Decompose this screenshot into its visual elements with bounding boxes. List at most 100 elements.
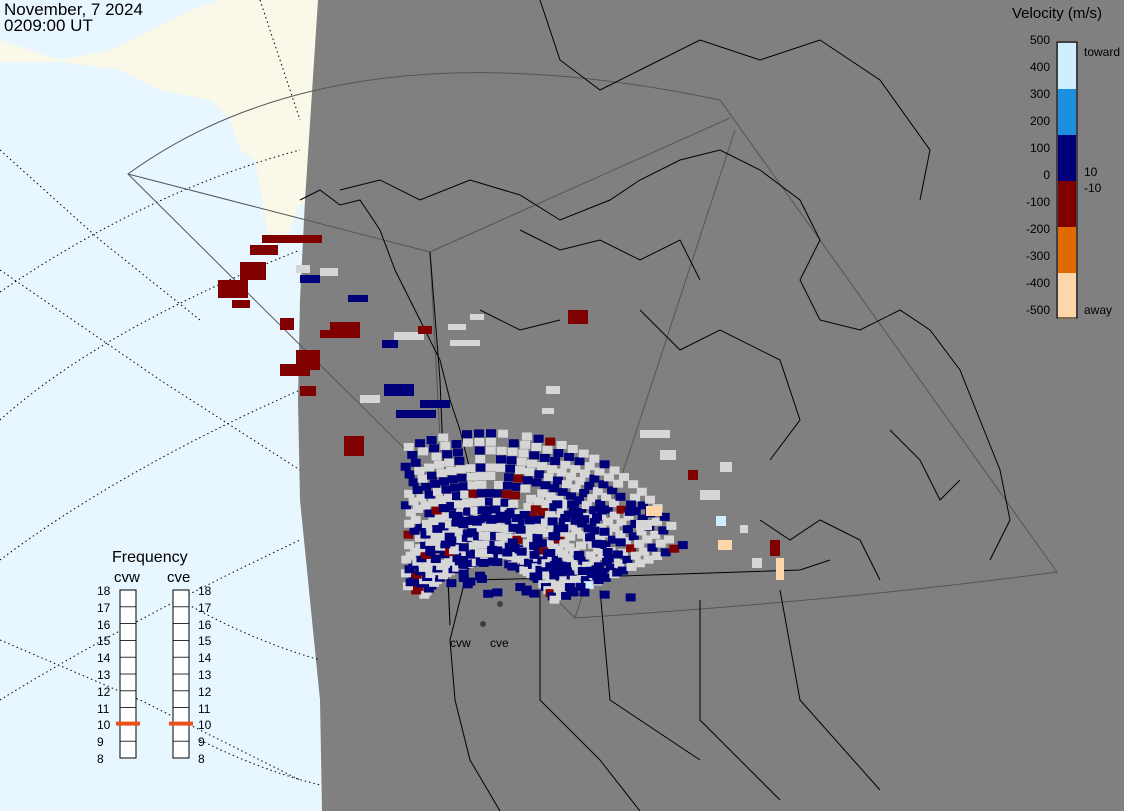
velocity-cell bbox=[485, 446, 496, 455]
velocity-cell bbox=[485, 437, 496, 446]
velocity-cell bbox=[438, 477, 449, 486]
velocity-cell bbox=[479, 540, 490, 549]
velocity-cell bbox=[637, 501, 648, 510]
velocity-cell bbox=[424, 509, 435, 518]
velocity-cell bbox=[577, 519, 588, 528]
velocity-cell bbox=[556, 506, 567, 515]
velocity-cell bbox=[494, 480, 505, 489]
frequency-tick-label: 14 bbox=[198, 651, 212, 666]
velocity-cell bbox=[543, 539, 554, 548]
velocity-cell bbox=[492, 546, 503, 555]
velocity-cell bbox=[431, 506, 442, 515]
velocity-cell bbox=[589, 454, 600, 463]
velocity-cell bbox=[415, 523, 426, 532]
velocity-tick-label: 100 bbox=[1029, 141, 1050, 155]
velocity-cell bbox=[603, 517, 614, 526]
velocity-cell bbox=[414, 466, 425, 475]
velocity-cell bbox=[526, 494, 537, 503]
velocity-cell bbox=[499, 541, 510, 550]
velocity-cell bbox=[532, 533, 543, 542]
velocity-cell bbox=[540, 518, 551, 527]
velocity-cell bbox=[403, 530, 414, 539]
velocity-cell bbox=[446, 466, 457, 475]
velocity-cell bbox=[530, 523, 541, 532]
velocity-cell bbox=[612, 568, 623, 577]
velocity-cell bbox=[520, 484, 531, 493]
velocity-cell bbox=[534, 470, 545, 479]
velocity-cell bbox=[474, 446, 485, 455]
radar-site-marker bbox=[497, 601, 503, 607]
velocity-cell bbox=[562, 553, 573, 562]
velocity-cell bbox=[567, 500, 578, 509]
velocity-cell bbox=[477, 506, 488, 515]
velocity-cell bbox=[418, 447, 429, 456]
velocity-cell bbox=[561, 567, 572, 576]
velocity-cell bbox=[530, 505, 541, 514]
velocity-cell bbox=[529, 451, 540, 460]
velocity-cell bbox=[770, 540, 780, 556]
velocity-cell bbox=[515, 525, 526, 534]
velocity-cell bbox=[478, 523, 489, 532]
velocity-cell bbox=[498, 429, 509, 438]
velocity-cell bbox=[458, 482, 469, 491]
velocity-cell bbox=[475, 472, 486, 481]
velocity-cell bbox=[550, 560, 561, 569]
velocity-cell bbox=[429, 444, 440, 453]
velocity-cell bbox=[344, 436, 364, 456]
velocity-cell bbox=[575, 582, 586, 591]
velocity-cell bbox=[425, 537, 436, 546]
velocity-cell bbox=[546, 386, 560, 394]
velocity-cell bbox=[521, 587, 532, 596]
velocity-cell bbox=[509, 491, 520, 500]
velocity-cell bbox=[463, 507, 474, 516]
velocity-cell bbox=[596, 506, 607, 515]
velocity-cell bbox=[453, 526, 464, 535]
velocity-cell bbox=[587, 494, 598, 503]
velocity-cell bbox=[520, 440, 531, 449]
velocity-cell bbox=[445, 538, 456, 547]
velocity-inner-tick: 10 bbox=[1084, 165, 1098, 179]
velocity-cell bbox=[469, 498, 480, 507]
velocity-cell bbox=[517, 519, 528, 528]
velocity-cell bbox=[420, 501, 431, 510]
radar-name-cve: cve bbox=[167, 569, 191, 586]
colorbar-segment bbox=[1058, 273, 1076, 319]
velocity-cell bbox=[557, 487, 568, 496]
velocity-cell bbox=[660, 548, 671, 557]
velocity-cell bbox=[526, 459, 537, 468]
velocity-cell bbox=[444, 532, 455, 541]
velocity-cell bbox=[473, 532, 484, 541]
velocity-tick-label: 400 bbox=[1029, 60, 1050, 74]
velocity-cell bbox=[461, 533, 472, 542]
velocity-cell bbox=[596, 523, 607, 532]
frequency-bars bbox=[116, 589, 193, 759]
velocity-cell bbox=[537, 489, 548, 498]
velocity-cell bbox=[564, 543, 575, 552]
velocity-cell bbox=[716, 516, 726, 526]
frequency-tick-label: 9 bbox=[97, 735, 104, 750]
velocity-cell bbox=[436, 469, 447, 478]
velocity-cell bbox=[622, 525, 633, 534]
velocity-cell bbox=[465, 464, 476, 473]
velocity-cell bbox=[628, 480, 639, 489]
velocity-cell bbox=[531, 443, 542, 452]
frequency-tick-label: 17 bbox=[97, 600, 111, 615]
velocity-cell bbox=[556, 468, 567, 477]
velocity-cell bbox=[561, 591, 572, 600]
velocity-cell bbox=[622, 555, 633, 564]
colorbar-segment bbox=[1058, 227, 1076, 273]
velocity-cell bbox=[626, 562, 637, 571]
velocity-cell bbox=[597, 551, 608, 560]
velocity-cell bbox=[540, 481, 551, 490]
velocity-cell bbox=[495, 532, 506, 541]
velocity-cell bbox=[428, 517, 439, 526]
velocity-cell bbox=[579, 489, 590, 498]
velocity-cell bbox=[475, 463, 486, 472]
velocity-cell bbox=[545, 437, 556, 446]
velocity-cell bbox=[566, 571, 577, 580]
velocity-cell bbox=[620, 537, 631, 546]
velocity-cell bbox=[565, 491, 576, 500]
velocity-cell bbox=[485, 463, 496, 472]
velocity-cell bbox=[448, 475, 459, 484]
velocity-cell bbox=[408, 497, 419, 506]
